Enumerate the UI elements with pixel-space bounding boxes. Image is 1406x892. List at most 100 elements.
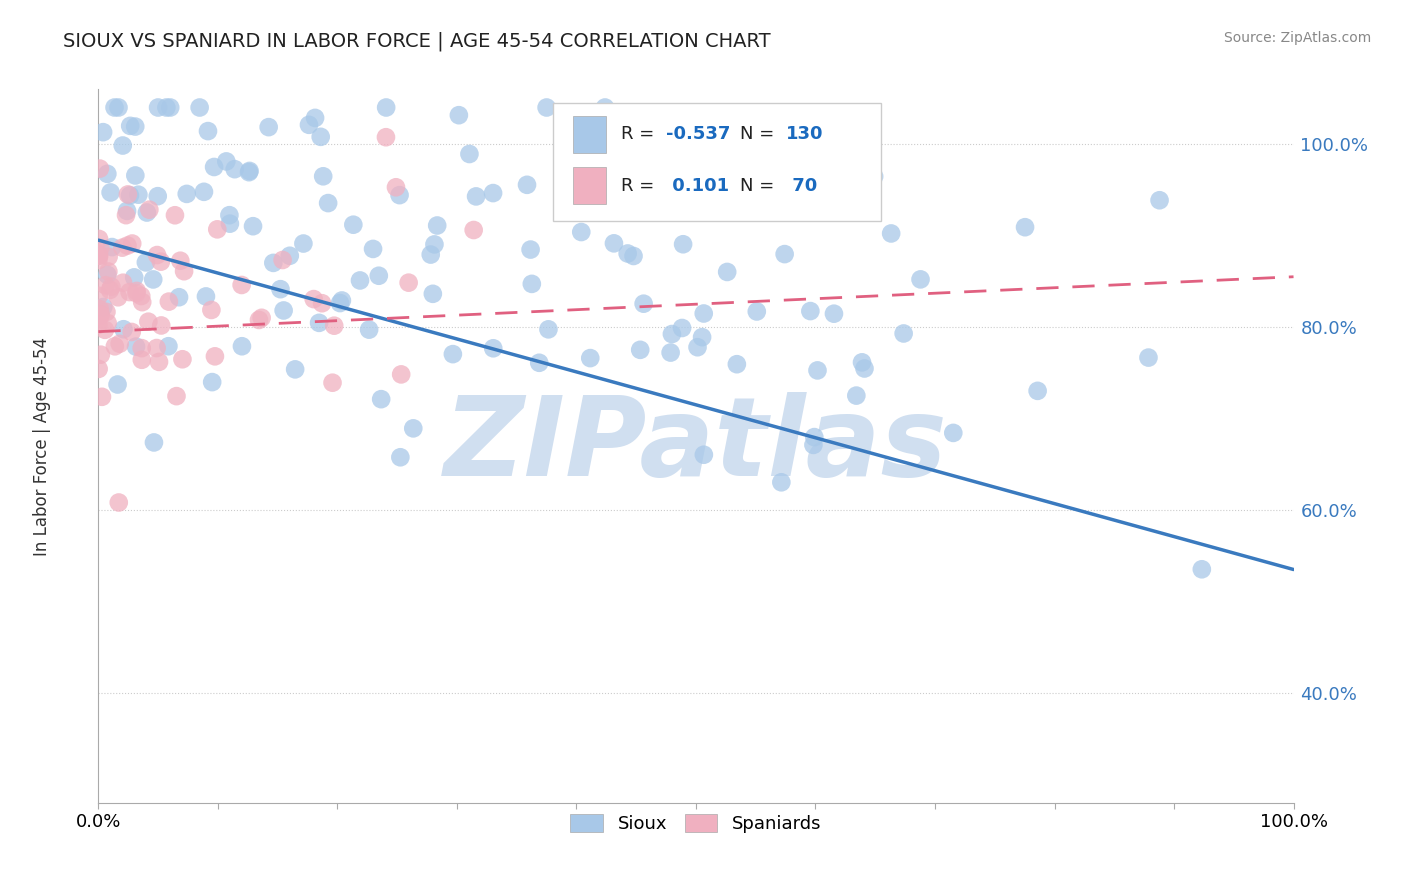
Text: N =: N = [740,125,780,143]
Point [176,186,198,201]
Point [621,203,644,218]
Point [278,249,301,263]
Point [311,296,333,310]
Point [349,273,371,287]
Point [271,252,294,267]
Point [607,202,630,216]
Point [115,208,138,222]
Point [94,278,117,293]
Point [131,352,153,367]
Point [172,352,194,367]
Point [262,256,284,270]
Point [107,495,129,509]
Point [142,435,165,450]
Point [693,448,716,462]
Point [107,101,129,115]
Point [218,208,240,222]
FancyBboxPatch shape [553,103,882,221]
Point [304,111,326,125]
Point [145,341,167,355]
Point [207,222,229,236]
Point [89,161,111,176]
Point [90,307,112,321]
Point [90,348,112,362]
Point [603,236,626,251]
Point [308,316,330,330]
Point [375,101,398,115]
Point [482,341,505,355]
Point [851,355,873,369]
Text: ZIPatlas: ZIPatlas [444,392,948,500]
Point [697,157,720,171]
Point [725,357,748,371]
Point [135,205,157,219]
Point [100,186,122,200]
Legend: Sioux, Spaniards: Sioux, Spaniards [564,806,828,840]
Point [129,289,152,303]
Point [173,264,195,278]
Point [200,302,222,317]
Point [188,101,211,115]
Point [823,307,845,321]
Point [298,118,321,132]
Point [238,164,260,178]
Point [250,310,273,325]
Point [219,217,242,231]
Point [121,236,143,251]
Point [284,362,307,376]
Point [231,277,253,292]
Point [579,351,602,365]
Point [155,101,177,115]
Point [845,388,868,402]
Point [159,101,181,115]
Point [273,303,295,318]
Point [201,375,224,389]
Point [863,169,886,184]
Point [91,390,114,404]
Point [204,349,226,363]
Point [111,241,134,255]
Point [157,339,180,353]
Point [322,376,344,390]
Point [91,300,114,314]
Point [167,290,190,304]
Point [745,304,768,318]
Point [163,208,186,222]
Point [97,264,120,278]
Point [398,276,420,290]
Point [1191,562,1213,576]
Point [103,101,125,115]
Point [97,250,120,264]
Point [97,316,120,330]
Point [138,315,160,329]
Point [94,323,117,337]
Point [330,293,353,308]
Point [149,254,172,268]
Point [87,318,110,332]
Point [107,290,129,304]
Point [125,340,148,354]
Point [1014,220,1036,235]
Point [194,289,217,303]
Point [197,124,219,138]
Text: R =: R = [620,125,659,143]
Text: N =: N = [740,177,780,194]
Point [312,169,335,184]
Point [447,108,470,122]
Point [257,120,280,135]
FancyBboxPatch shape [572,116,606,153]
Point [441,347,464,361]
Point [910,272,932,286]
Point [893,326,915,341]
Point [770,475,793,490]
Point [880,227,903,241]
Point [536,101,558,115]
Point [690,330,713,344]
Point [423,237,446,252]
Point [603,199,626,213]
Point [100,279,122,293]
Point [142,272,165,286]
Point [672,237,695,252]
Point [87,232,110,246]
Point [520,277,543,291]
